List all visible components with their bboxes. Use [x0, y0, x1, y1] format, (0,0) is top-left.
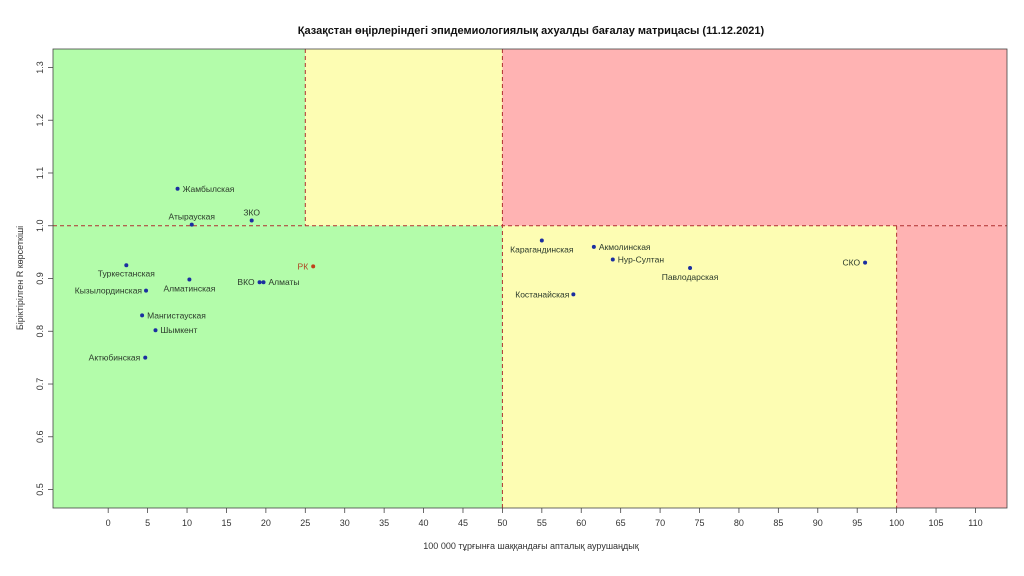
data-point-label: Актюбинская	[89, 353, 141, 363]
y-tick-label: 1.2	[35, 114, 45, 127]
data-point	[189, 222, 194, 227]
risk-zones	[53, 49, 1007, 508]
data-point	[144, 288, 149, 293]
zone-green-upper	[53, 49, 306, 226]
data-point-label: Шымкент	[160, 325, 197, 335]
x-tick-label: 45	[458, 518, 468, 528]
data-point	[153, 328, 158, 333]
data-point-label: Атырауская	[169, 212, 216, 222]
data-point-label: ВКО	[237, 277, 255, 287]
data-point	[175, 186, 180, 191]
data-point-label: Мангистауская	[147, 310, 206, 320]
x-tick-label: 40	[419, 518, 429, 528]
data-point-label: Карагандинская	[510, 245, 574, 255]
data-point	[571, 292, 576, 297]
x-tick-label: 100	[889, 518, 904, 528]
threshold-lines	[53, 49, 1007, 508]
x-tick-label: 25	[300, 518, 310, 528]
data-point-label: Костанайская	[515, 289, 570, 299]
y-tick-label: 0.5	[35, 483, 45, 496]
y-axis-label: Біріктірілген R көрсеткіші	[15, 226, 25, 330]
x-tick-label: 105	[929, 518, 944, 528]
data-point	[187, 277, 192, 282]
data-points: Жамбылская Атырауская ЗКО Туркестанская Кызы…	[75, 184, 868, 363]
zone-yellow-upper	[305, 49, 503, 226]
data-point	[863, 260, 868, 265]
data-point	[143, 355, 148, 360]
data-point-label: Жамбылская	[183, 184, 235, 194]
x-tick-label: 65	[616, 518, 626, 528]
data-point	[124, 263, 129, 268]
data-point-label: Алматы	[269, 277, 300, 287]
x-tick-label: 20	[261, 518, 271, 528]
x-tick-label: 85	[773, 518, 783, 528]
data-point-label: Алматинская	[163, 284, 215, 294]
x-tick-label: 90	[813, 518, 823, 528]
data-point	[140, 313, 145, 318]
data-point	[261, 280, 266, 285]
data-point	[591, 244, 596, 249]
data-point	[688, 265, 693, 270]
data-point-label: СКО	[842, 258, 860, 268]
x-tick-label: 0	[106, 518, 111, 528]
y-tick-label: 1.1	[35, 167, 45, 180]
data-point	[249, 218, 254, 223]
y-tick-label: 0.9	[35, 272, 45, 285]
y-tick-label: 1.3	[35, 61, 45, 74]
data-point	[311, 264, 316, 269]
y-axis: 0.5 0.6 0.7 0.8 0.9 1.0 1.1 1.2 1.3	[35, 61, 53, 496]
x-tick-label: 10	[182, 518, 192, 528]
x-tick-label: 15	[221, 518, 231, 528]
zone-red-lower	[896, 225, 1007, 508]
data-point-label: Акмолинская	[599, 242, 651, 252]
x-tick-label: 110	[968, 518, 982, 528]
data-point-label: РК	[298, 261, 309, 271]
x-tick-label: 95	[852, 518, 862, 528]
x-axis-label: 100 000 тұрғынға шаққандағы апталық ауру…	[423, 541, 638, 551]
x-tick-label: 75	[695, 518, 705, 528]
zone-yellow-lower	[502, 225, 897, 508]
y-tick-label: 0.8	[35, 325, 45, 338]
zone-green-lower	[53, 225, 503, 508]
data-point	[539, 238, 544, 243]
data-point-label: ЗКО	[243, 207, 260, 217]
data-point	[610, 257, 615, 262]
chart-title: Қазақстан өңірлеріндегі эпидемиологиялық…	[298, 25, 765, 37]
data-point-label: Нур-Султан	[618, 255, 665, 265]
y-tick-label: 1.0	[35, 219, 45, 232]
x-tick-label: 30	[340, 518, 350, 528]
x-tick-label: 35	[379, 518, 389, 528]
x-tick-label: 60	[576, 518, 586, 528]
x-tick-label: 80	[734, 518, 744, 528]
x-axis: 0 5 10 15 20 25 30 35 40 45 50 55 60 65 70 75 80 85 90 95 10…	[106, 508, 983, 528]
data-point-label: Кызылординская	[75, 286, 143, 296]
zone-red-upper	[502, 49, 1007, 226]
x-tick-label: 5	[145, 518, 150, 528]
data-point-label: Павлодарская	[662, 272, 719, 282]
y-tick-label: 0.6	[35, 431, 45, 444]
x-tick-label: 50	[497, 518, 507, 528]
data-point	[257, 280, 262, 285]
y-tick-label: 0.7	[35, 378, 45, 391]
data-point-label: Туркестанская	[98, 268, 155, 278]
x-tick-label: 55	[537, 518, 547, 528]
x-tick-label: 70	[655, 518, 665, 528]
